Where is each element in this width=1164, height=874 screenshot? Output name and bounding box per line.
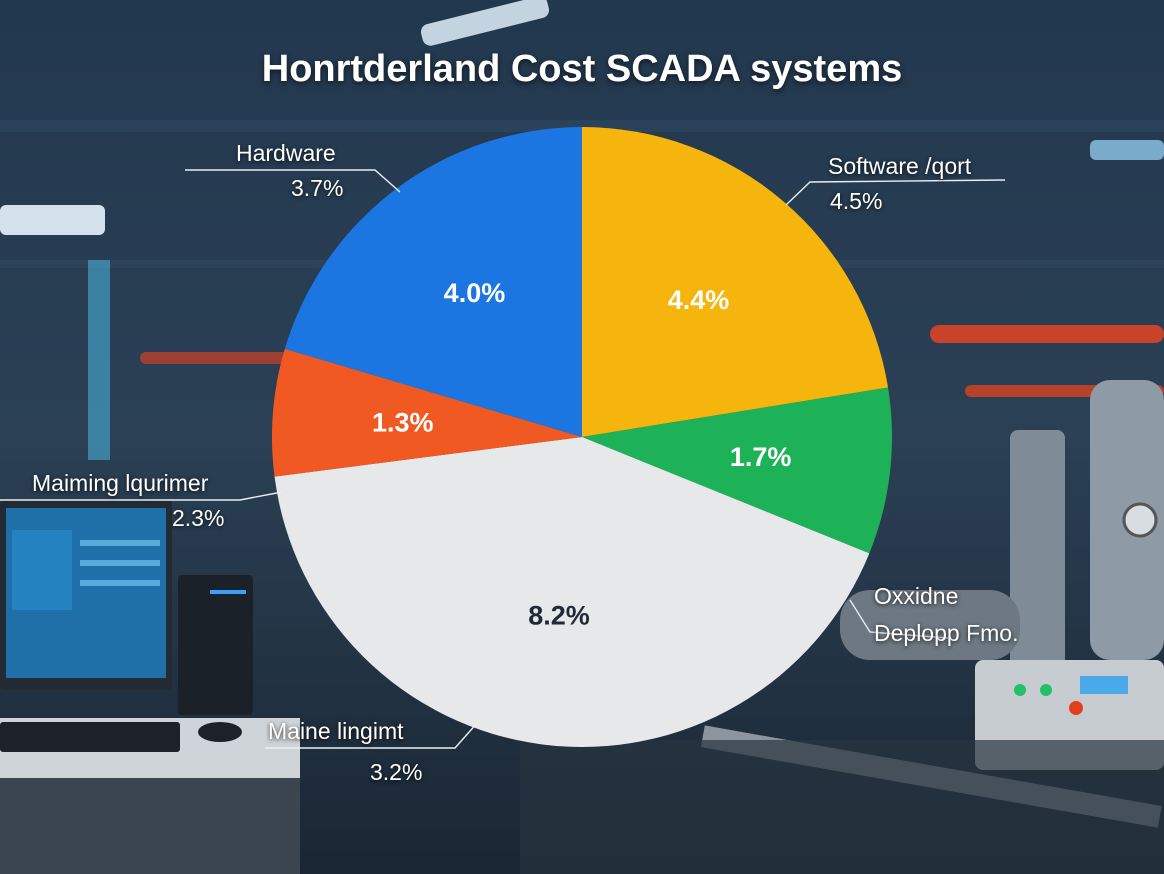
leader-line-maiming — [0, 491, 283, 501]
slice-label-0: 4.4% — [668, 285, 730, 315]
callout-value: 3.2% — [370, 759, 423, 785]
pie-slice-1 — [582, 387, 892, 554]
pie-slice-3 — [272, 348, 582, 477]
callout-name: Oxxidne — [874, 583, 959, 609]
callout-name: Software /qort — [828, 153, 972, 179]
callout-name: Maiming lqurimer — [32, 470, 209, 496]
callout-value: 2.3% — [172, 505, 225, 531]
slice-label-1: 1.7% — [730, 442, 792, 472]
pie-slice-4 — [284, 127, 582, 437]
callout-software: Software /qort 4.5% — [828, 153, 971, 215]
callout-oxxidne: Oxxidne Deplopp Fmo. — [874, 583, 1018, 647]
slice-label-2: 8.2% — [528, 600, 590, 630]
leader-line-software — [785, 179, 1006, 206]
pie-slice-0 — [582, 127, 889, 437]
leader-line-hardware — [185, 169, 401, 193]
callout-name: Hardware — [236, 140, 336, 166]
leader-line-maine — [265, 721, 479, 749]
slice-label-3: 1.3% — [372, 408, 434, 438]
callout-name: Maine lingimt — [268, 718, 404, 744]
slice-label-4: 4.0% — [444, 278, 506, 308]
callout-value: 4.5% — [830, 188, 883, 214]
callout-maiming: Maiming lqurimer 2.3% — [32, 470, 224, 532]
callout-maine: Maine lingimt 3.2% — [268, 718, 422, 786]
chart-title: Honrtderland Cost SCADA systems — [261, 48, 903, 90]
callout-value: 3.7% — [291, 175, 344, 201]
callout-value: Deplopp Fmo. — [874, 620, 1019, 646]
leader-line-oxxidne — [849, 599, 949, 639]
pie-slice-2 — [274, 437, 870, 747]
callout-hardware: Hardware 3.7% — [236, 140, 343, 202]
